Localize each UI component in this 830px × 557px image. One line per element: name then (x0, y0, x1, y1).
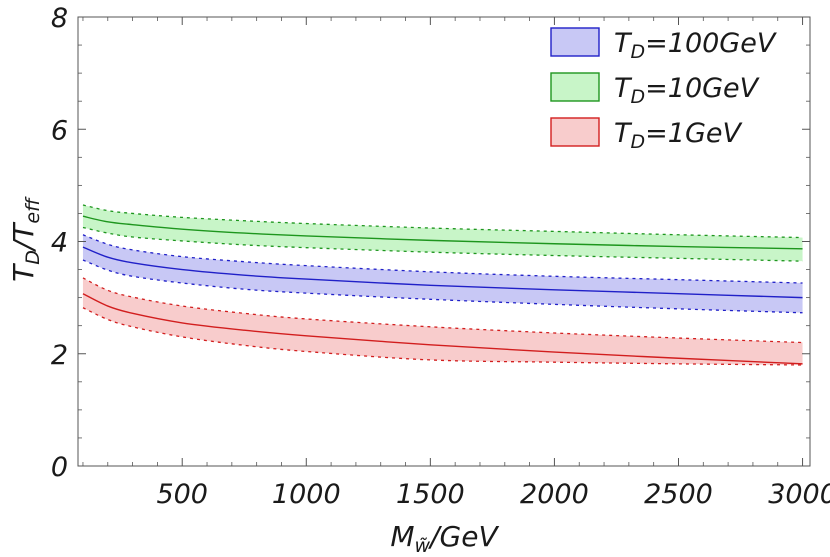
y-axis-title: TD/Teff (7, 196, 44, 282)
band-upper-line (82, 204, 803, 239)
x-tick-label: 2000 (520, 479, 589, 510)
y-tick-label: 2 (51, 340, 68, 371)
series-line (82, 215, 803, 250)
x-tick-label: 2500 (644, 479, 713, 510)
legend-swatch (550, 117, 600, 147)
series-line (82, 293, 803, 365)
series-t-d-10gev (82, 204, 803, 262)
legend-label: TD=1GeV (614, 118, 743, 153)
legend-label: TD=100GeV (614, 28, 778, 63)
legend-swatch (550, 72, 600, 102)
series-line (82, 246, 803, 299)
x-tick-label: 1000 (272, 479, 341, 510)
band-fill (82, 277, 803, 365)
band-fill (82, 205, 803, 262)
legend-entry: TD=100GeV (550, 27, 778, 63)
y-tick-label: 8 (51, 3, 68, 34)
band-upper-line (82, 277, 803, 344)
series-t-d-100gev (82, 234, 803, 314)
y-tick-label: 0 (51, 452, 68, 483)
legend-swatch (550, 27, 600, 57)
y-tick-label: 4 (51, 228, 68, 259)
band-lower-line (82, 307, 803, 366)
x-tick-label: 1500 (396, 479, 465, 510)
legend-label: TD=10GeV (614, 73, 761, 108)
series-bands (82, 204, 803, 366)
legend: TD=100GeV TD=10GeV TD=1GeV (550, 27, 778, 153)
y-tick-label: 6 (51, 115, 68, 146)
x-axis-title: Mw̃/GeV (390, 520, 499, 557)
band-lower-line (82, 226, 803, 262)
x-tick-label: 500 (156, 479, 208, 510)
band-fill (82, 234, 803, 313)
legend-entry: TD=1GeV (550, 117, 743, 153)
series-t-d-1gev (82, 277, 803, 366)
legend-entry: TD=10GeV (550, 72, 761, 108)
axis-titles: Mw̃/GeV TD/Teff (7, 196, 499, 557)
